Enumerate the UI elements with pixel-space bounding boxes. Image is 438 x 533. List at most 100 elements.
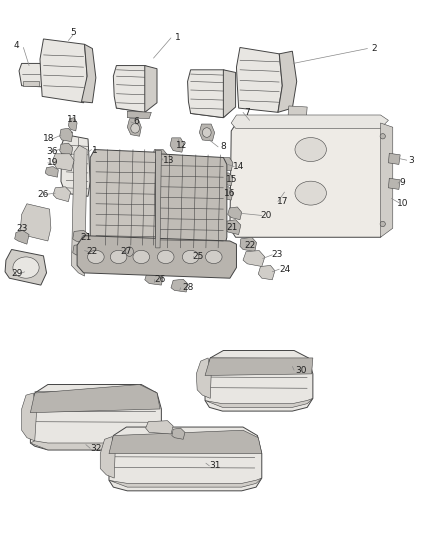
Text: 17: 17 (276, 197, 288, 206)
Polygon shape (109, 427, 262, 491)
Polygon shape (60, 128, 73, 142)
Text: 31: 31 (209, 462, 220, 470)
Ellipse shape (131, 124, 140, 133)
Text: 7: 7 (244, 108, 250, 117)
Polygon shape (14, 230, 29, 244)
Polygon shape (155, 154, 227, 252)
Ellipse shape (295, 138, 326, 161)
Polygon shape (113, 66, 154, 112)
Text: 5: 5 (70, 28, 76, 37)
Polygon shape (68, 118, 77, 131)
Polygon shape (53, 187, 71, 201)
Text: 2: 2 (371, 44, 377, 53)
Polygon shape (71, 146, 87, 276)
Polygon shape (100, 437, 115, 478)
Polygon shape (21, 393, 36, 441)
Polygon shape (172, 428, 185, 439)
Text: 32: 32 (90, 444, 102, 453)
Polygon shape (381, 123, 393, 237)
Polygon shape (231, 115, 389, 128)
Text: 12: 12 (176, 141, 187, 150)
Text: 3: 3 (408, 156, 414, 165)
Ellipse shape (126, 247, 134, 256)
Text: 26: 26 (38, 190, 49, 199)
Polygon shape (61, 135, 90, 196)
Text: 14: 14 (233, 162, 244, 171)
Text: 21: 21 (226, 223, 238, 232)
Text: 15: 15 (226, 175, 238, 184)
Polygon shape (191, 83, 223, 118)
Polygon shape (219, 187, 233, 200)
Polygon shape (237, 47, 283, 112)
Polygon shape (30, 384, 160, 413)
Text: 23: 23 (16, 224, 27, 233)
Text: 21: 21 (80, 233, 92, 242)
Polygon shape (127, 111, 151, 119)
Polygon shape (187, 70, 234, 118)
Text: 6: 6 (133, 117, 139, 126)
Polygon shape (258, 265, 275, 280)
Polygon shape (243, 251, 265, 266)
Text: 19: 19 (46, 158, 58, 167)
Polygon shape (205, 398, 313, 407)
Text: 22: 22 (245, 241, 256, 250)
Text: 9: 9 (399, 178, 405, 187)
Polygon shape (219, 173, 233, 185)
Text: 1: 1 (92, 146, 97, 155)
Polygon shape (389, 154, 400, 165)
Text: 13: 13 (163, 156, 174, 165)
Polygon shape (45, 166, 58, 177)
Ellipse shape (133, 251, 150, 264)
Ellipse shape (380, 221, 385, 227)
Polygon shape (288, 106, 307, 118)
Text: 23: 23 (271, 251, 283, 260)
Polygon shape (196, 358, 211, 398)
Text: 16: 16 (224, 189, 236, 198)
Ellipse shape (380, 134, 385, 139)
Polygon shape (73, 230, 89, 244)
Text: 20: 20 (261, 211, 272, 220)
Polygon shape (5, 249, 46, 285)
Ellipse shape (157, 251, 174, 264)
Text: 26: 26 (154, 274, 166, 284)
Polygon shape (171, 279, 187, 292)
Ellipse shape (88, 251, 104, 264)
Ellipse shape (202, 128, 211, 138)
Text: 24: 24 (279, 265, 290, 273)
Text: 1: 1 (175, 34, 180, 43)
Polygon shape (146, 421, 173, 434)
Polygon shape (73, 244, 89, 257)
Ellipse shape (13, 257, 39, 278)
Polygon shape (90, 150, 159, 248)
Polygon shape (205, 351, 313, 411)
Ellipse shape (110, 251, 127, 264)
Text: 30: 30 (295, 366, 307, 375)
Text: 27: 27 (121, 247, 132, 256)
Text: 18: 18 (43, 134, 54, 143)
Text: 11: 11 (67, 115, 78, 124)
Polygon shape (219, 158, 233, 171)
Text: 4: 4 (13, 42, 19, 51)
Ellipse shape (295, 181, 326, 205)
Polygon shape (30, 384, 161, 450)
Text: 29: 29 (11, 269, 23, 278)
Text: 8: 8 (220, 142, 226, 151)
Polygon shape (40, 39, 87, 103)
Polygon shape (389, 178, 400, 189)
Polygon shape (240, 237, 257, 252)
Polygon shape (223, 70, 236, 118)
Polygon shape (60, 143, 73, 155)
Polygon shape (224, 220, 241, 235)
Text: 22: 22 (87, 247, 98, 256)
Polygon shape (19, 63, 43, 87)
Polygon shape (117, 82, 145, 112)
Polygon shape (127, 119, 141, 136)
Text: 10: 10 (397, 199, 408, 208)
Polygon shape (81, 44, 96, 103)
Polygon shape (109, 478, 262, 487)
Polygon shape (30, 438, 161, 450)
Polygon shape (155, 151, 161, 248)
Ellipse shape (205, 251, 222, 264)
Polygon shape (145, 66, 157, 112)
Polygon shape (184, 253, 201, 268)
